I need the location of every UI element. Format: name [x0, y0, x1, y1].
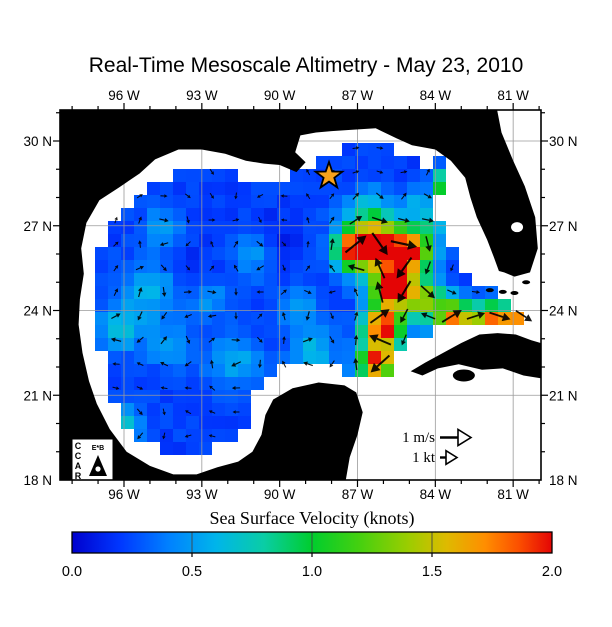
- legend-arrow-icons: [440, 428, 473, 466]
- lat-label-left: 30 N: [23, 134, 52, 149]
- lon-label-top: 96 W: [108, 88, 140, 103]
- colorbar-tick-label: 2.0: [542, 564, 562, 580]
- legend-kt-label: 1 kt: [412, 450, 436, 466]
- current-arrows: [110, 146, 533, 440]
- lon-label-top: 81 W: [497, 88, 529, 103]
- lat-label-left: 18 N: [23, 473, 52, 488]
- land-cuba: [410, 333, 541, 379]
- lat-label-right: 18 N: [549, 473, 578, 488]
- lat-label-right: 30 N: [549, 134, 578, 149]
- lon-label-top: 87 W: [342, 88, 374, 103]
- colorbar-tick-label: 0.0: [62, 564, 82, 580]
- lake-okeechobee: [511, 222, 524, 233]
- lon-label-top: 84 W: [420, 88, 452, 103]
- lon-label-bottom: 93 W: [186, 487, 218, 502]
- legend-ms-label: 1 m/s: [402, 430, 435, 446]
- lat-label-left: 27 N: [23, 219, 52, 234]
- lat-label-left: 24 N: [23, 304, 52, 319]
- lon-label-bottom: 90 W: [264, 487, 296, 502]
- svg-text:C: C: [75, 451, 82, 461]
- one-kt-arrow-icon: [440, 449, 459, 466]
- colorbar-tick-labels: 0.0 0.5 1.0 1.5 2.0: [62, 564, 562, 580]
- axis-labels: 96 W 96 W 93 W 93 W 90 W 90 W 87 W 87 W 84 W 84 W…: [23, 88, 577, 502]
- colorbar-title: Sea Surface Velocity (knots): [209, 508, 414, 529]
- colorbar-ticks: [191, 532, 433, 557]
- velocity-field-cells: [95, 143, 524, 455]
- land-florida-keys: [498, 289, 507, 294]
- lon-label-top: 90 W: [264, 88, 296, 103]
- figure-title: Real-Time Mesoscale Altimetry - May 23, …: [89, 54, 524, 77]
- land-florida-keys: [510, 290, 519, 295]
- lon-label-bottom: 96 W: [108, 487, 140, 502]
- colorbar-tick-label: 1.0: [302, 564, 322, 580]
- lon-label-bottom: 84 W: [420, 487, 452, 502]
- svg-text:C: C: [75, 441, 82, 451]
- land-isla-juventud: [452, 369, 475, 382]
- lon-label-bottom: 87 W: [342, 487, 374, 502]
- land-florida-keys: [485, 288, 494, 293]
- svg-text:R: R: [75, 471, 82, 481]
- svg-text:E*B: E*B: [92, 445, 104, 452]
- one-ms-arrow-icon: [440, 428, 473, 447]
- vector-scale-legend: 1 m/s 1 kt: [402, 428, 473, 466]
- lat-label-right: 21 N: [549, 388, 578, 403]
- colorbar: Sea Surface Velocity (knots) 0.0 0.5 1.0 1.…: [62, 508, 562, 580]
- svg-text:A: A: [75, 461, 82, 471]
- map-frame: [59, 109, 542, 481]
- star-marker: [313, 159, 345, 190]
- lat-label-right: 24 N: [549, 304, 578, 319]
- land-florida-keys: [522, 280, 531, 285]
- colorbar-border: [71, 531, 553, 554]
- lon-label-bottom: 81 W: [497, 487, 529, 502]
- lon-label-top: 93 W: [186, 88, 218, 103]
- colorbar-tick-label: 0.5: [182, 564, 202, 580]
- lat-label-left: 21 N: [23, 388, 52, 403]
- colorbar-tick-label: 1.5: [422, 564, 442, 580]
- lat-label-right: 27 N: [549, 219, 578, 234]
